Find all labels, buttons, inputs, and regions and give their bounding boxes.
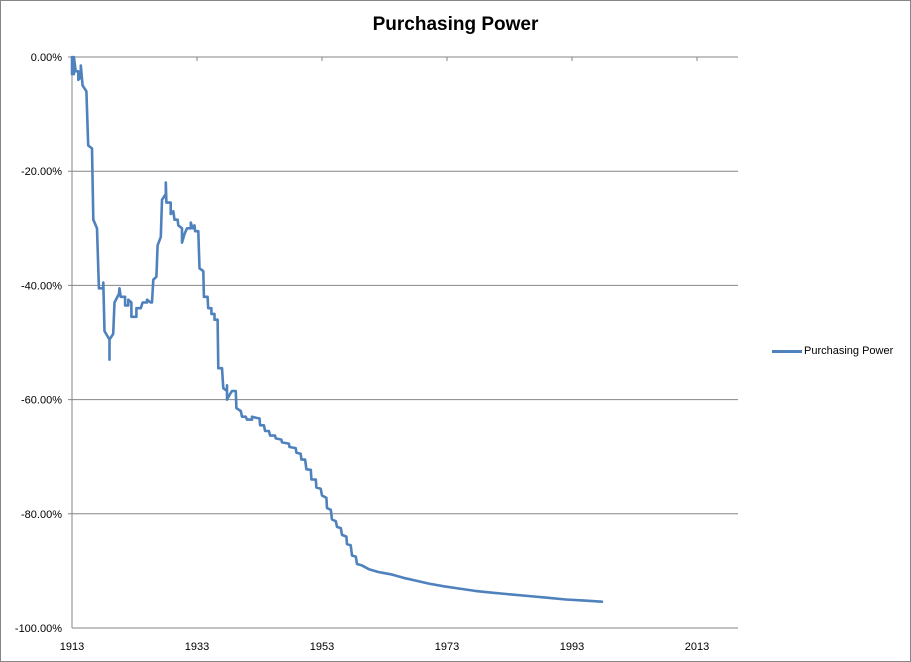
x-tick-label: 1993 [560,641,584,653]
y-tick-label: -100.00% [15,623,62,635]
chart-title: Purchasing Power [372,14,539,35]
x-axis-labels: 1913 1933 1953 1973 1993 2013 [60,641,709,653]
x-tick-label: 1913 [60,641,84,653]
x-tick-label: 1933 [185,641,209,653]
x-tick-label: 2013 [685,641,709,653]
y-tick-label: -20.00% [21,166,62,178]
y-axis-labels: 0.00% -20.00% -40.00% -60.00% -80.00% -100.00… [15,52,62,635]
legend-label: Purchasing Power [804,345,894,357]
legend: Purchasing Power [772,345,893,357]
x-tick-label: 1953 [310,641,334,653]
legend-line-icon [772,349,802,353]
y-tick-label: -40.00% [21,280,62,292]
gridlines [68,56,738,515]
purchasing-power-line [70,55,604,604]
y-tick-label: -80.00% [21,509,62,521]
y-tick-label: 0.00% [31,52,62,64]
y-tick-label: -60.00% [21,395,62,407]
x-tick-label: 1973 [435,641,459,653]
